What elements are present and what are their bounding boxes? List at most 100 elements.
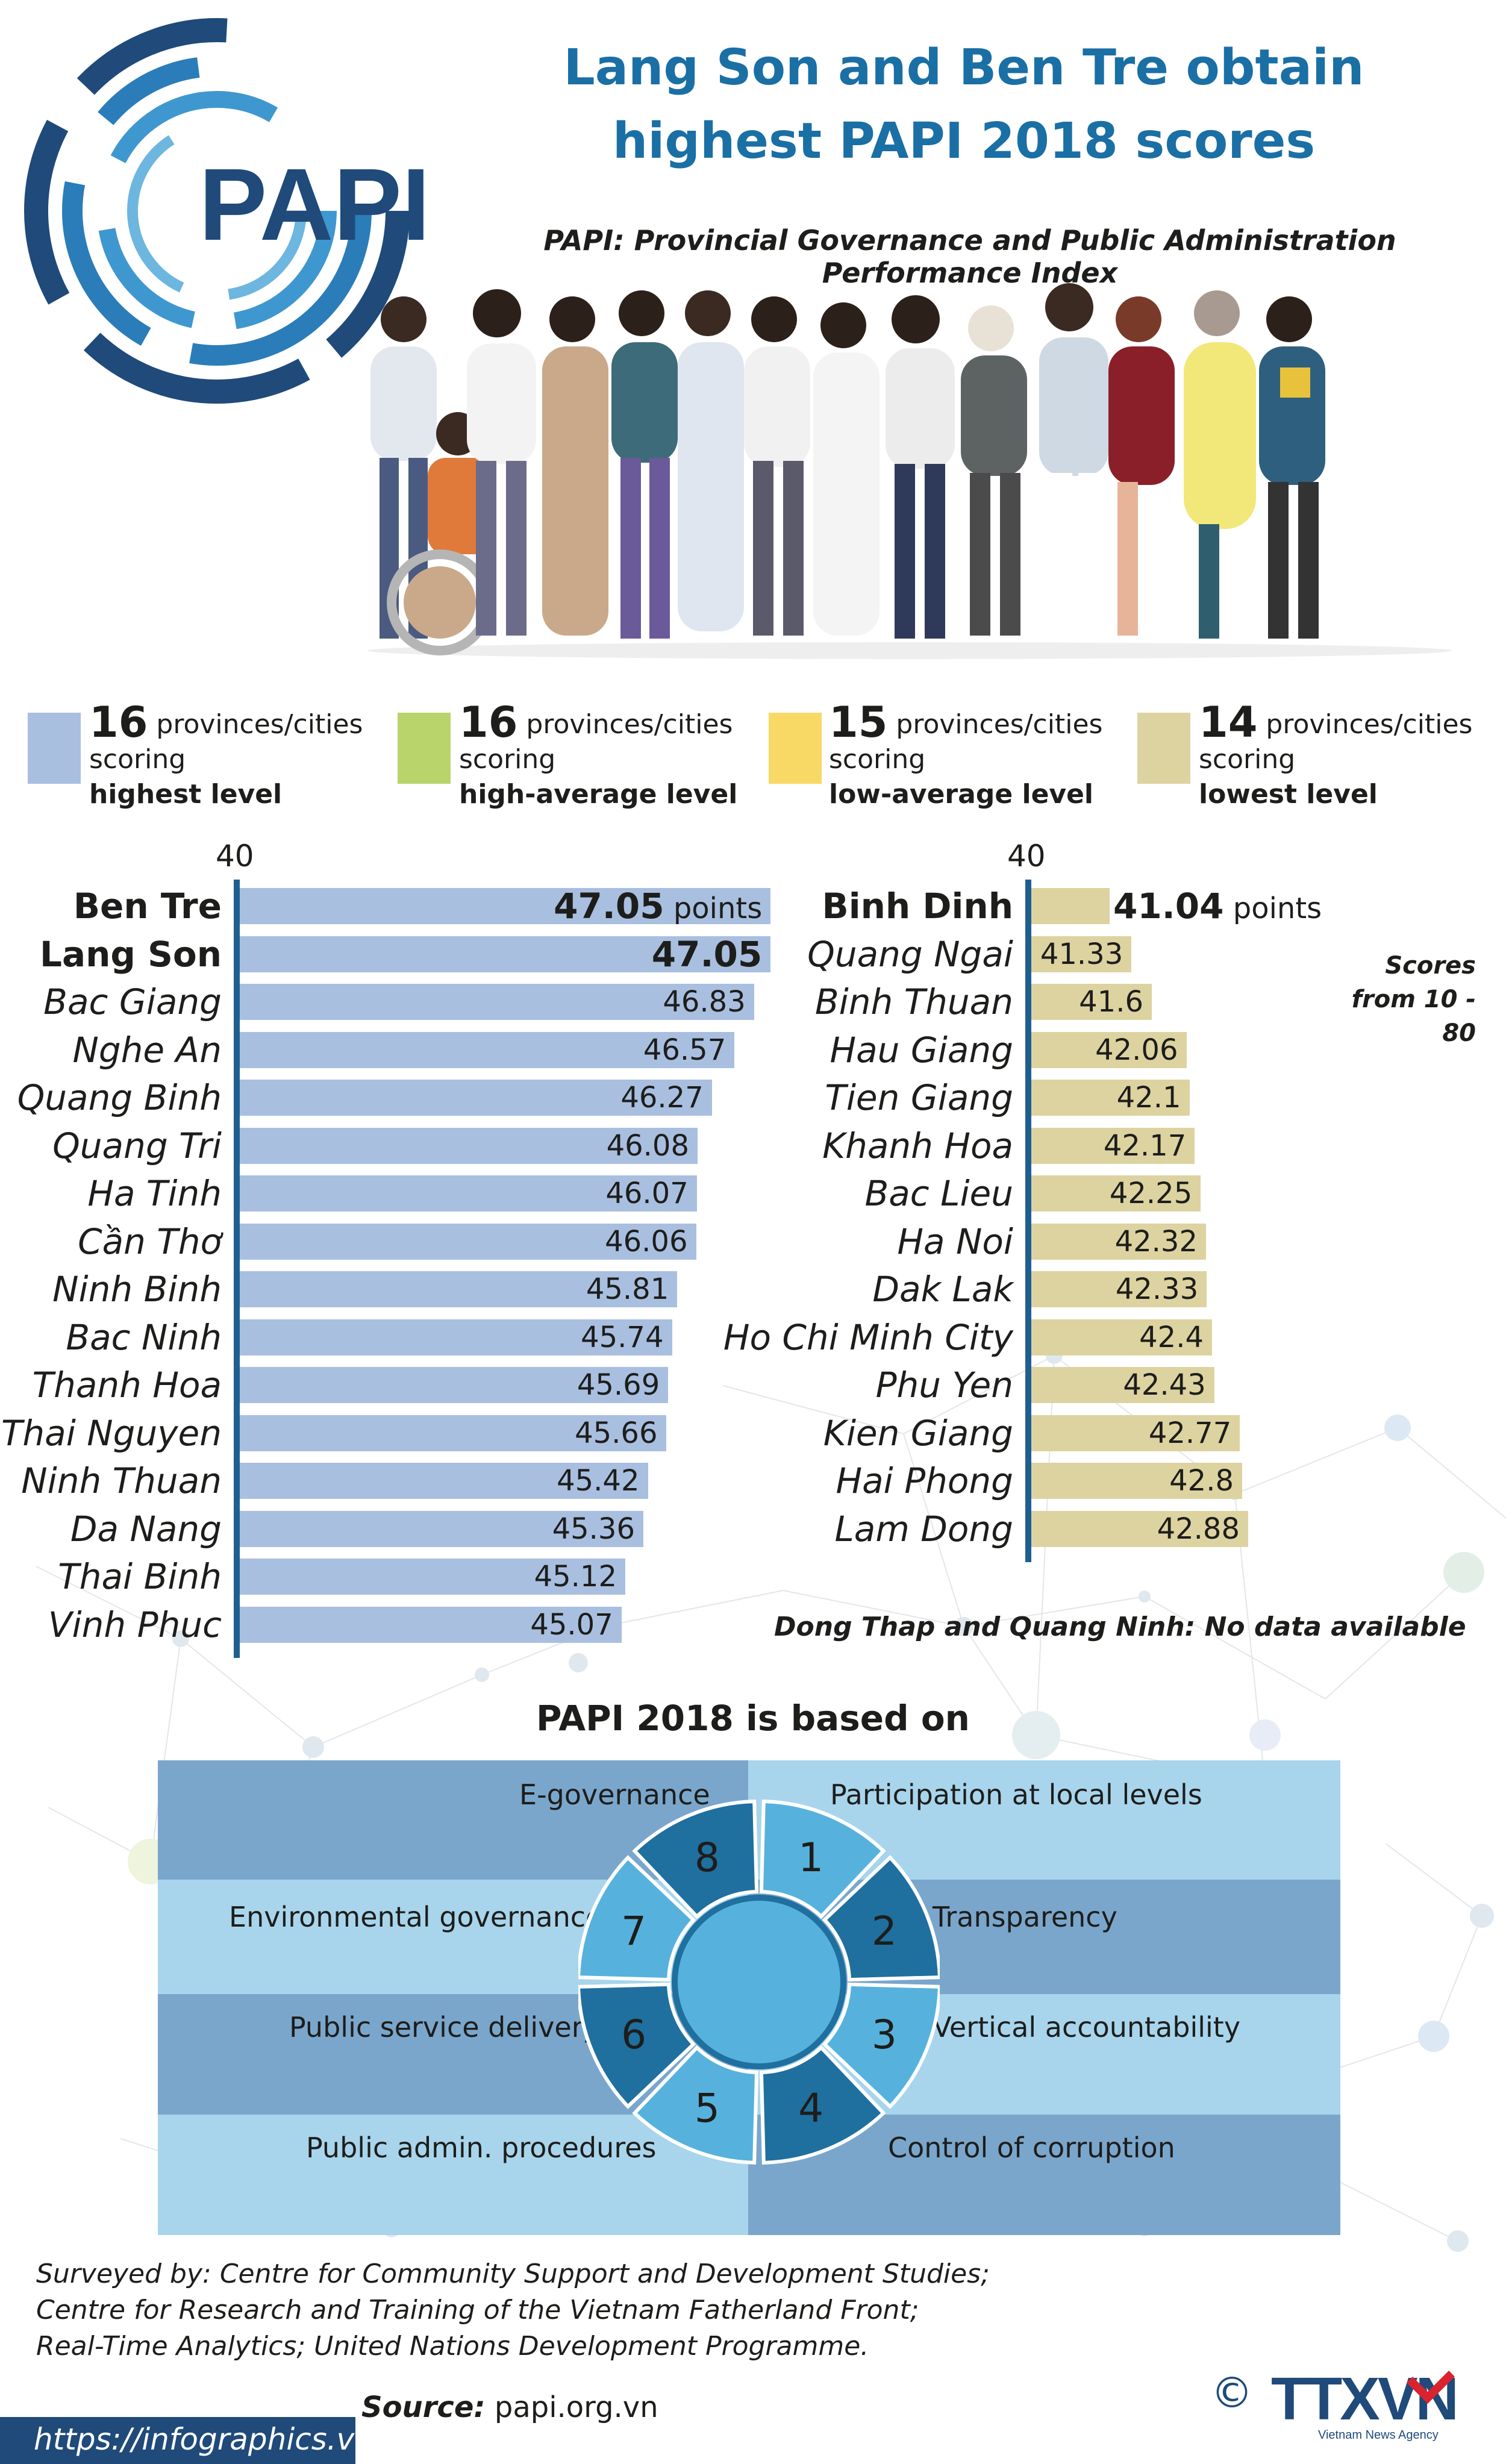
- chart-axis: [234, 880, 240, 1658]
- bar: [240, 1175, 697, 1212]
- page-title-line1: Lang Son and Ben Tre obtain: [563, 39, 1364, 96]
- bar: [240, 1559, 625, 1595]
- bar: [240, 1127, 698, 1164]
- bar: [1031, 1367, 1214, 1403]
- legend-text: provinces/cities: [896, 709, 1103, 740]
- bar: [1031, 1175, 1201, 1212]
- data-label: 46.57: [643, 1033, 726, 1067]
- data-label: 46.83: [663, 985, 746, 1019]
- data-label: 46.08: [606, 1128, 689, 1163]
- category-label: Binh Thuan: [814, 981, 1013, 1022]
- legend-swatch-low-average: [769, 713, 822, 784]
- data-label: 42.25: [1109, 1177, 1193, 1210]
- factor-label-6: Public service delivery: [289, 2011, 599, 2043]
- bar: [240, 1271, 678, 1307]
- bar: [1031, 888, 1110, 924]
- legend-level: low-average level: [829, 779, 1094, 810]
- data-label: 45.69: [576, 1368, 660, 1402]
- logo-text: PAPI: [199, 148, 430, 262]
- category-label: Ho Chi Minh City: [723, 1316, 1013, 1358]
- data-label: 47.05 points: [554, 886, 763, 927]
- category-label: Ninh Binh: [52, 1269, 222, 1310]
- data-label: 47.05: [651, 933, 763, 975]
- legend-item-lowest: 14 provinces/cities scoring lowest level: [1199, 701, 1472, 812]
- axis-tick-label: 40: [216, 839, 254, 874]
- bar: [1031, 984, 1152, 1020]
- legend-level: lowest level: [1199, 779, 1378, 810]
- factor-wheel: 1 2 3 4 5 6 7 8: [578, 1800, 940, 2165]
- data-label: 41.04 points: [1113, 886, 1322, 927]
- legend-line2: scoring: [459, 744, 556, 775]
- no-data-note: Dong Thap and Quang Ninh: No data availa…: [774, 1612, 1466, 1642]
- url-bar[interactable]: https://infographics.vn: [0, 2417, 373, 2464]
- data-label: 45.42: [557, 1464, 640, 1498]
- wheel-segment-6: [578, 1982, 696, 2109]
- wheel-segment-5: [632, 2045, 759, 2165]
- legend-swatch-lowest: [1137, 713, 1190, 784]
- category-label: Khanh Hoa: [822, 1125, 1013, 1166]
- category-label: Ben Tre: [73, 886, 222, 927]
- axis-tick-label: 40: [1007, 839, 1046, 874]
- legend-count: 15: [829, 698, 888, 747]
- legend-item-highest: 16 provinces/cities scoring highest leve…: [89, 701, 363, 812]
- bar: [240, 1223, 696, 1260]
- surveyed-by: Surveyed by: Centre for Community Suppor…: [36, 2256, 990, 2365]
- category-label: Ninh Thuan: [21, 1460, 222, 1501]
- scores-note: Scores from 10 - 80: [1325, 949, 1476, 1050]
- wheel-segment-1: [759, 1800, 886, 1919]
- bar: [240, 1367, 669, 1403]
- legend-swatch-highest: [28, 713, 81, 784]
- data-label: 42.06: [1095, 1033, 1178, 1067]
- legend-level: highest level: [89, 779, 283, 810]
- data-label: 42.77: [1148, 1416, 1232, 1450]
- papi-logo: PAPI: [24, 18, 430, 404]
- bar: [240, 1606, 622, 1643]
- bar: [1031, 1463, 1242, 1499]
- source: Source: papi.org.vn: [361, 2391, 658, 2424]
- panel-public-admin: [158, 2115, 748, 2235]
- category-label: Nghe An: [72, 1029, 222, 1071]
- bar: [240, 1510, 643, 1547]
- scores-note-line1: Scores: [1385, 952, 1476, 980]
- category-label: Kien Giang: [823, 1412, 1013, 1454]
- factor-label-1: Participation at local levels: [830, 1778, 1202, 1811]
- wheel-segment-8: [632, 1800, 759, 1919]
- wheel-segment-3: [822, 1982, 940, 2109]
- data-label: 46.27: [620, 1081, 704, 1115]
- data-label: 41.33: [1040, 937, 1123, 971]
- bar: [1031, 1415, 1240, 1451]
- factor-label-2: Transparency: [933, 1901, 1117, 1933]
- data-label: 45.66: [575, 1416, 658, 1450]
- wheel-number-2: 2: [872, 1908, 897, 1954]
- data-label: 45.81: [586, 1272, 669, 1306]
- data-label: 46.06: [605, 1224, 688, 1259]
- bar: [1031, 1271, 1207, 1307]
- surveyed-line1: Surveyed by: Centre for Community Suppor…: [36, 2259, 990, 2289]
- bar: [240, 984, 754, 1020]
- based-on-title: PAPI 2018 is based on: [536, 1698, 970, 1739]
- bar: [240, 1031, 735, 1068]
- category-label: Quang Binh: [17, 1077, 222, 1118]
- legend-count: 16: [89, 698, 148, 747]
- wheel-segment-7: [578, 1855, 696, 1982]
- category-label: Bac Lieu: [864, 1173, 1013, 1214]
- legend-swatch-high-average: [398, 713, 451, 784]
- wheel-hub: [672, 1895, 846, 2069]
- bar: [1031, 936, 1132, 972]
- category-label: Hai Phong: [836, 1460, 1013, 1501]
- legend-text: provinces/cities: [526, 709, 733, 740]
- ttxvn-logo: © TTXVN Vietnam News Agency: [1211, 2365, 1459, 2442]
- source-label: Source:: [361, 2391, 486, 2424]
- category-label: Thanh Hoa: [32, 1365, 222, 1406]
- wheel-number-7: 7: [621, 1908, 646, 1954]
- data-label: 45.36: [552, 1512, 635, 1546]
- data-label: 42.33: [1115, 1272, 1199, 1306]
- legend-level: high-average level: [459, 779, 738, 810]
- category-label: Bac Giang: [43, 981, 222, 1022]
- category-label: Phu Yen: [875, 1365, 1013, 1406]
- url-link[interactable]: https://infographics.vn: [34, 2422, 373, 2457]
- wheel-number-8: 8: [695, 1834, 720, 1881]
- data-label: 42.43: [1123, 1368, 1206, 1402]
- category-label: Lam Dong: [834, 1508, 1013, 1549]
- factor-label-8: E-governance: [519, 1778, 710, 1811]
